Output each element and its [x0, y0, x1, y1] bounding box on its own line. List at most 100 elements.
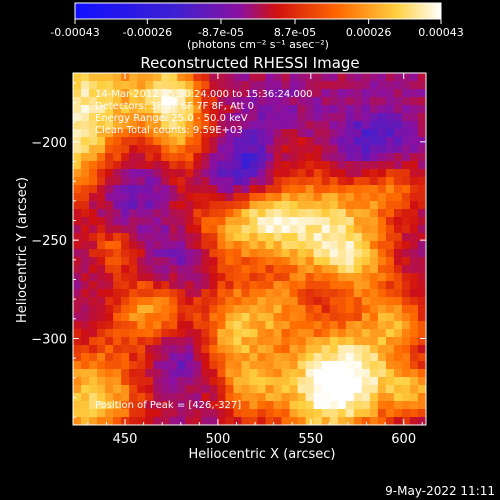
heatmap-cell: [169, 385, 178, 394]
heatmap-cell: [161, 249, 170, 258]
heatmap-cell: [289, 73, 299, 82]
x-tick-label: 550: [298, 432, 323, 447]
heatmap-cell: [105, 265, 114, 274]
heatmap-cell: [217, 145, 226, 154]
heatmap-cell: [201, 417, 210, 425]
heatmap-cell: [209, 329, 218, 338]
heatmap-cell: [225, 185, 234, 194]
heatmap-cell: [121, 105, 130, 114]
heatmap-cell: [193, 73, 202, 82]
heatmap-cell: [281, 313, 291, 322]
heatmap-cell: [121, 385, 130, 394]
heatmap-cell: [393, 329, 403, 338]
heatmap-cell: [81, 185, 90, 194]
heatmap-cell: [345, 281, 355, 290]
heatmap-cell: [177, 193, 186, 202]
heatmap-cell: [249, 137, 258, 146]
heatmap-cell: [121, 329, 130, 338]
heatmap-cell: [81, 249, 90, 258]
heatmap-cell: [377, 289, 387, 298]
heatmap-cell: [353, 361, 363, 370]
heatmap-cell: [297, 369, 307, 378]
heatmap-cell: [137, 169, 146, 178]
heatmap-cell: [273, 297, 282, 306]
heatmap-cell: [241, 89, 250, 98]
heatmap-cell: [281, 145, 291, 154]
heatmap-cell: [73, 393, 82, 402]
heatmap-cell: [273, 353, 282, 362]
heatmap-cell: [73, 97, 82, 106]
heatmap-cell: [369, 409, 379, 418]
heatmap-cell: [361, 257, 371, 266]
heatmap-cell: [393, 345, 403, 354]
heatmap-cell: [225, 257, 234, 266]
heatmap-cell: [281, 89, 291, 98]
heatmap-cell: [185, 393, 194, 402]
heatmap-cell: [137, 361, 146, 370]
heatmap-cell: [273, 241, 282, 250]
heatmap-cell: [273, 329, 282, 338]
heatmap-cell: [169, 129, 178, 138]
heatmap-cell: [225, 281, 234, 290]
heatmap-cell: [241, 313, 250, 322]
heatmap-cell: [385, 249, 395, 258]
chart-title: Reconstructed RHESSI Image: [140, 54, 359, 72]
heatmap-cell: [201, 353, 210, 362]
heatmap-cell: [73, 401, 82, 410]
heatmap-cell: [385, 217, 395, 226]
heatmap-cell: [417, 345, 426, 354]
heatmap-cell: [153, 401, 162, 410]
heatmap-cell: [369, 345, 379, 354]
heatmap-cell: [129, 233, 138, 242]
heatmap-cell: [177, 209, 186, 218]
heatmap-cell: [297, 393, 307, 402]
heatmap-cell: [73, 217, 82, 226]
heatmap-cell: [321, 393, 331, 402]
heatmap-cell: [73, 369, 82, 378]
heatmap-cell: [353, 217, 363, 226]
heatmap-cell: [73, 297, 82, 306]
heatmap-cell: [185, 137, 194, 146]
heatmap-cell: [353, 257, 363, 266]
heatmap-cell: [417, 73, 426, 82]
heatmap-cell: [153, 273, 162, 282]
heatmap-cell: [289, 337, 299, 346]
heatmap-cell: [225, 217, 234, 226]
heatmap-cell: [145, 337, 154, 346]
heatmap-cell: [233, 409, 242, 418]
heatmap-cell: [409, 225, 419, 234]
heatmap-cell: [337, 105, 347, 114]
heatmap-cell: [257, 241, 266, 250]
heatmap-cell: [281, 209, 291, 218]
heatmap-cell: [289, 249, 299, 258]
heatmap-cell: [129, 73, 138, 82]
heatmap-cell: [161, 257, 170, 266]
heatmap-cell: [217, 73, 226, 82]
heatmap-cell: [241, 401, 250, 410]
heatmap-cell: [233, 345, 242, 354]
heatmap-cell: [137, 129, 146, 138]
heatmap-cell: [209, 177, 218, 186]
heatmap-cell: [121, 345, 130, 354]
heatmap-cell: [161, 201, 170, 210]
heatmap-cell: [361, 161, 371, 170]
heatmap-cell: [233, 393, 242, 402]
heatmap-cell: [89, 313, 98, 322]
heatmap-cell: [201, 249, 210, 258]
heatmap-cell: [161, 233, 170, 242]
heatmap-cell: [329, 281, 339, 290]
heatmap-cell: [281, 257, 291, 266]
heatmap-cell: [361, 169, 371, 178]
heatmap-cell: [361, 113, 371, 122]
heatmap-cell: [89, 209, 98, 218]
heatmap-cell: [329, 121, 339, 130]
heatmap-cell: [241, 153, 250, 162]
heatmap-cell: [233, 177, 242, 186]
heatmap-cell: [217, 369, 226, 378]
heatmap-cell: [289, 113, 299, 122]
heatmap-cell: [273, 177, 282, 186]
heatmap-cell: [185, 337, 194, 346]
heatmap-cell: [289, 329, 299, 338]
heatmap-cell: [113, 193, 122, 202]
heatmap-cell: [321, 113, 331, 122]
